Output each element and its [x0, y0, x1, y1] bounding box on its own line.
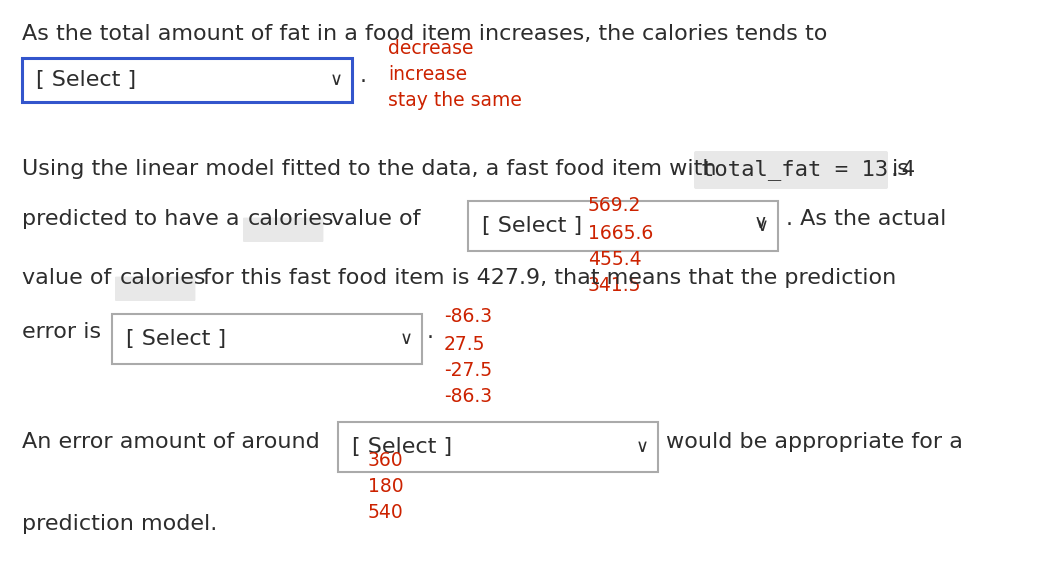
Text: for this fast food item is 427.9, that means that the prediction: for this fast food item is 427.9, that m…	[196, 268, 897, 288]
Text: would be appropriate for a: would be appropriate for a	[666, 432, 963, 452]
Text: -86.3: -86.3	[444, 387, 492, 406]
Text: 360: 360	[367, 451, 404, 470]
Text: -86.3: -86.3	[444, 307, 492, 326]
Text: 1665.6: 1665.6	[588, 224, 654, 243]
FancyBboxPatch shape	[243, 218, 324, 242]
Text: error is: error is	[22, 322, 101, 342]
FancyBboxPatch shape	[22, 58, 352, 102]
Text: As the total amount of fat in a food item increases, the calories tends to: As the total amount of fat in a food ite…	[22, 24, 828, 44]
Text: [ Select ]: [ Select ]	[126, 329, 227, 349]
Text: An error amount of around: An error amount of around	[22, 432, 319, 452]
Text: 540: 540	[367, 503, 404, 522]
Text: prediction model.: prediction model.	[22, 514, 217, 534]
Text: 27.5: 27.5	[444, 335, 485, 354]
Text: . As the actual: . As the actual	[786, 209, 946, 229]
Text: is: is	[892, 159, 910, 179]
Text: ∨: ∨	[330, 71, 343, 89]
Text: ∨: ∨	[756, 217, 769, 235]
Text: value of: value of	[22, 268, 112, 288]
Text: 569.2: 569.2	[588, 196, 641, 215]
Text: stay the same: stay the same	[388, 91, 522, 110]
FancyBboxPatch shape	[112, 314, 422, 364]
Text: 180: 180	[367, 477, 404, 496]
FancyBboxPatch shape	[694, 151, 888, 189]
Text: calories: calories	[120, 268, 207, 288]
Text: .: .	[360, 66, 367, 86]
Text: -27.5: -27.5	[444, 361, 492, 380]
Text: calories: calories	[248, 209, 334, 229]
Text: increase: increase	[388, 65, 467, 84]
Text: decrease: decrease	[388, 39, 474, 58]
Text: ∨: ∨	[636, 438, 649, 456]
Text: .: .	[427, 322, 434, 342]
Text: predicted to have a: predicted to have a	[22, 209, 239, 229]
Text: 341.5: 341.5	[588, 276, 641, 295]
Text: [ Select ]: [ Select ]	[35, 70, 136, 90]
Text: 455.4: 455.4	[588, 250, 642, 269]
Text: value of: value of	[325, 209, 421, 229]
Text: ∨: ∨	[400, 330, 413, 348]
Text: total_fat = 13.4: total_fat = 13.4	[701, 159, 915, 180]
FancyBboxPatch shape	[115, 277, 195, 301]
Text: [ Select ]: [ Select ]	[352, 437, 452, 457]
Text: Using the linear model fitted to the data, a fast food item with: Using the linear model fitted to the dat…	[22, 159, 716, 179]
FancyBboxPatch shape	[468, 201, 778, 251]
Text: [ Select ]: [ Select ]	[482, 216, 583, 236]
Text: ∨: ∨	[754, 213, 768, 231]
FancyBboxPatch shape	[338, 422, 658, 472]
